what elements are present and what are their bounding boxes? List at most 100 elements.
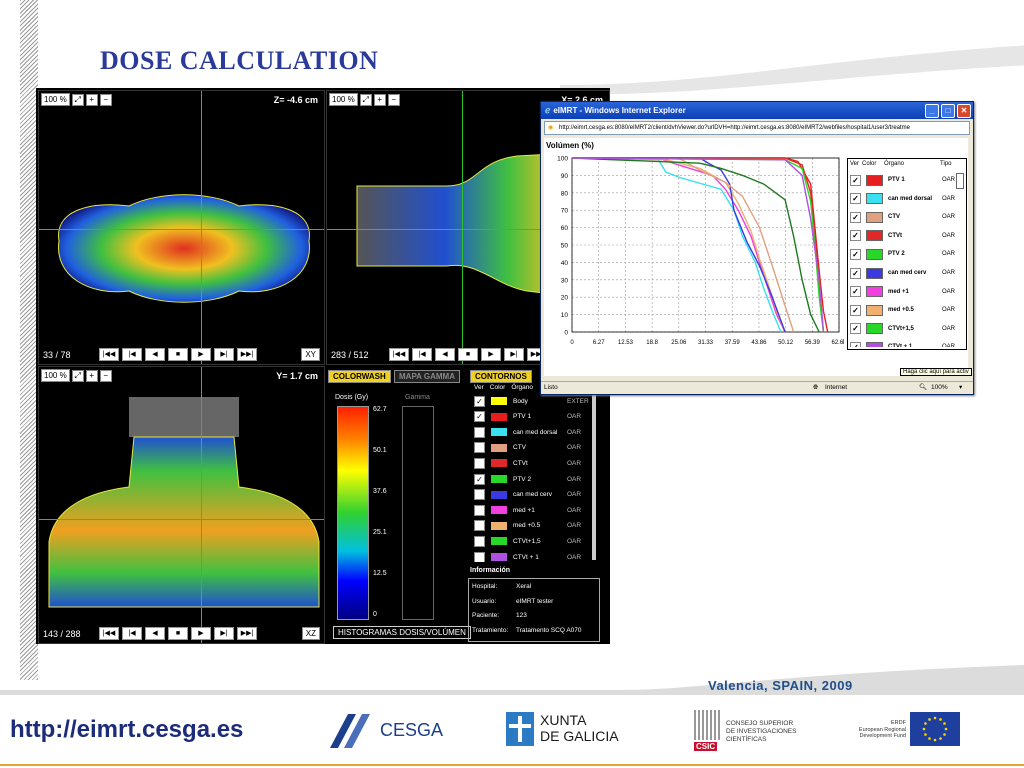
organ-checkbox[interactable]: ✓ [850,174,861,186]
zoom-level[interactable]: 100 % [41,93,70,106]
prev-button[interactable]: ◀ [435,348,455,361]
visibility-checkbox[interactable] [474,489,485,501]
visibility-checkbox[interactable] [474,426,485,438]
status-zoom[interactable]: 100% [931,384,948,391]
contour-color-swatch[interactable] [491,412,507,421]
contour-row[interactable]: can med cerv OAR [474,488,581,502]
contour-scrollbar[interactable] [592,394,596,560]
organ-color-swatch[interactable] [866,248,883,260]
prev-step-button[interactable]: |◀ [412,348,432,361]
organ-row[interactable]: ✓ CTVt+1,5 OAR [848,320,955,338]
coronal-view[interactable]: 100 % ⤢ + − Y= 1.7 cm 143 / 288 |◀◀ |◀ ◀… [38,366,325,644]
last-slice-button[interactable]: ▶▶| [237,627,257,640]
contour-row[interactable]: CTVt OAR [474,456,581,470]
visibility-checkbox[interactable]: ✓ [474,473,485,485]
organ-color-swatch[interactable] [866,174,883,186]
contour-color-swatch[interactable] [491,506,507,515]
visibility-checkbox[interactable] [474,551,485,562]
organ-checkbox[interactable]: ✓ [850,193,861,205]
zoom-icon[interactable]: 🔍︎ [919,384,928,391]
contour-row[interactable]: ✓ PTV 1 OAR [474,410,581,424]
contour-row[interactable]: ✓ PTV 2 OAR [474,472,581,486]
footer-url[interactable]: http://eimrt.cesga.es [10,716,244,743]
contour-color-swatch[interactable] [491,537,507,546]
tab-contornos[interactable]: CONTORNOS [470,370,532,383]
first-slice-button[interactable]: |◀◀ [389,348,409,361]
zoom-dropdown-icon[interactable]: ▾ [959,384,963,391]
organ-row[interactable]: ✓ CTV OAR [848,208,955,226]
fit-icon[interactable]: ⤢ [71,93,84,106]
next-step-button[interactable]: ▶| [214,348,234,361]
visibility-checkbox[interactable] [474,457,485,469]
visibility-checkbox[interactable] [474,504,485,516]
contour-color-swatch[interactable] [491,428,507,437]
last-slice-button[interactable]: ▶▶| [237,348,257,361]
organ-color-swatch[interactable] [866,304,883,316]
organ-row[interactable]: ✓ PTV 2 OAR [848,245,955,263]
contour-color-swatch[interactable] [491,459,507,468]
stop-button[interactable]: ■ [168,627,188,640]
prev-step-button[interactable]: |◀ [122,348,142,361]
organ-color-swatch[interactable] [866,193,883,205]
prev-button[interactable]: ◀ [145,627,165,640]
visibility-checkbox[interactable] [474,535,485,547]
organ-scrollbar[interactable] [956,173,964,189]
contour-row[interactable]: can med dorsal OAR [474,425,581,439]
play-button[interactable]: ▶ [191,348,211,361]
organ-checkbox[interactable]: ✓ [850,323,861,335]
zoom-level[interactable]: 100 % [329,93,358,106]
zoom-out-icon[interactable]: − [99,369,112,382]
contour-row[interactable]: CTVt+1,5 OAR [474,534,581,548]
first-slice-button[interactable]: |◀◀ [99,348,119,361]
organ-row[interactable]: ✓ med +0.5 OAR [848,301,955,319]
organ-checkbox[interactable]: ✓ [850,211,861,223]
contour-color-swatch[interactable] [491,443,507,452]
visibility-checkbox[interactable]: ✓ [474,395,485,407]
first-slice-button[interactable]: |◀◀ [99,627,119,640]
prev-step-button[interactable]: |◀ [122,627,142,640]
organ-color-swatch[interactable] [866,341,883,347]
organ-row[interactable]: ✓ can med dorsal OAR [848,190,955,208]
organ-checkbox[interactable]: ✓ [850,267,861,279]
contour-color-swatch[interactable] [491,397,507,405]
play-button[interactable]: ▶ [191,627,211,640]
contour-color-swatch[interactable] [491,490,507,499]
organ-color-swatch[interactable] [866,286,883,298]
zoom-out-icon[interactable]: − [387,93,400,106]
stop-button[interactable]: ■ [168,348,188,361]
zoom-in-icon[interactable]: + [373,93,386,106]
organ-checkbox[interactable]: ✓ [850,248,861,260]
address-bar[interactable]: ◉ http://eimrt.cesga.es:8080/eIMRT2/clie… [544,121,970,135]
tab-colorwash[interactable]: COLORWASH [328,370,391,383]
play-button[interactable]: ▶ [481,348,501,361]
organ-color-swatch[interactable] [866,230,883,242]
maximize-icon[interactable]: □ [941,104,955,118]
organ-checkbox[interactable]: ✓ [850,304,861,316]
contour-row[interactable]: ✓ Body EXTER [474,394,589,408]
contour-color-swatch[interactable] [491,475,507,483]
visibility-checkbox[interactable]: ✓ [474,411,485,423]
next-step-button[interactable]: ▶| [214,627,234,640]
contour-row[interactable]: CTV OAR [474,441,581,455]
axial-view[interactable]: 100 % ⤢ + − Z= -4.6 cm 33 / 78 |◀◀ |◀ ◀ … [38,90,325,365]
organ-row[interactable]: ✓ CTVt OAR [848,227,955,245]
prev-button[interactable]: ◀ [145,348,165,361]
contour-row[interactable]: CTVt + 1 OAR [474,550,581,562]
organ-color-swatch[interactable] [866,211,883,223]
organ-row[interactable]: ✓ med +1 OAR [848,283,955,301]
organ-color-swatch[interactable] [866,323,883,335]
organ-color-swatch[interactable] [866,267,883,279]
contour-color-swatch[interactable] [491,521,507,530]
organ-checkbox[interactable]: ✓ [850,230,861,242]
dvh-histogram-button[interactable]: HISTOGRAMAS DOSIS/VOLÚMEN [333,626,471,639]
organ-row[interactable]: ✓ can med cerv OAR [848,264,955,282]
contour-row[interactable]: med +1 OAR [474,503,581,517]
minimize-icon[interactable]: _ [925,104,939,118]
organ-checkbox[interactable]: ✓ [850,286,861,298]
contour-color-swatch[interactable] [491,553,507,561]
organ-checkbox[interactable]: ✓ [850,341,861,347]
zoom-level[interactable]: 100 % [41,369,70,382]
zoom-out-icon[interactable]: − [99,93,112,106]
next-step-button[interactable]: ▶| [504,348,524,361]
